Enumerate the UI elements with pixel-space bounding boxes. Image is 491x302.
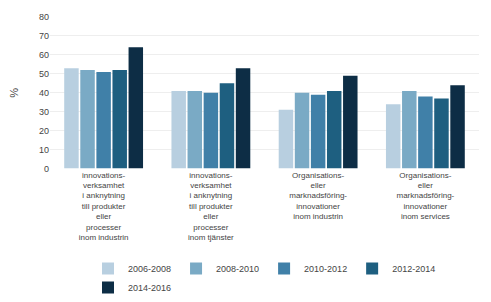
svg-text:%: % <box>8 88 20 98</box>
svg-text:2008-2010: 2008-2010 <box>216 264 259 274</box>
svg-text:2010-2012: 2010-2012 <box>304 264 347 274</box>
svg-text:0: 0 <box>44 164 49 174</box>
svg-text:60: 60 <box>39 50 49 60</box>
svg-text:innovations-verksamheti anknyt: innovations-verksamheti anknytningtill p… <box>188 171 234 242</box>
svg-text:2014-2016: 2014-2016 <box>128 283 171 293</box>
svg-text:40: 40 <box>39 88 49 98</box>
svg-text:2006-2008: 2006-2008 <box>128 264 171 274</box>
svg-text:Organisations-ellermarknadsför: Organisations-ellermarknadsföring-innova… <box>396 171 454 222</box>
svg-text:80: 80 <box>39 12 49 22</box>
svg-text:20: 20 <box>39 126 49 136</box>
svg-text:30: 30 <box>39 107 49 117</box>
svg-text:10: 10 <box>39 145 49 155</box>
svg-text:Organisations-ellermarknadsför: Organisations-ellermarknadsföring-innova… <box>289 171 347 222</box>
svg-text:50: 50 <box>39 69 49 79</box>
svg-text:innovations-verksamheti anknyt: innovations-verksamheti anknytningtill p… <box>79 171 129 242</box>
svg-text:2012-2014: 2012-2014 <box>392 264 435 274</box>
svg-text:70: 70 <box>39 31 49 41</box>
